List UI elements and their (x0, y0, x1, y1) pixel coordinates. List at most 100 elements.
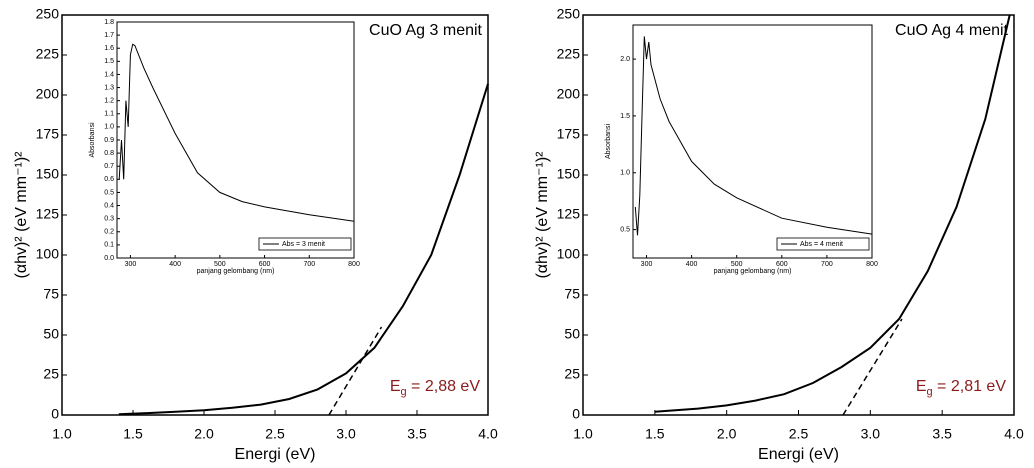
x-tick-label: 3.5 (932, 426, 952, 442)
x-tick-label: 600 (259, 261, 271, 268)
inset-area (632, 24, 873, 259)
inset-area (116, 21, 355, 259)
y-axis-label: (αhv)² (eV mm⁻¹)² (534, 151, 551, 279)
y-tick-label: 0.3 (104, 216, 114, 223)
tangent-line (328, 326, 383, 416)
y-tick-label: 225 (557, 46, 581, 62)
y-tick-label: 1.5 (620, 113, 630, 120)
x-tick-label: 700 (821, 261, 833, 268)
x-axis-label: panjang gelombang (nm) (714, 268, 792, 275)
x-tick-label: 2.0 (717, 426, 737, 442)
x-tick-label: 3.5 (407, 426, 427, 442)
y-tick-label: 50 (564, 326, 580, 342)
x-tick-label: 300 (125, 261, 137, 268)
y-axis-label: Absorbansi (89, 122, 96, 157)
x-tick-label: 700 (303, 261, 315, 268)
sample-label: CuO Ag 4 menit (895, 22, 1009, 39)
x-tick-label: 600 (776, 261, 788, 268)
y-tick-label: 1.0 (104, 124, 114, 131)
y-tick-label: 1.7 (104, 32, 114, 39)
y-tick-label: 0.5 (620, 226, 630, 233)
y-tick-label: 1.3 (104, 84, 114, 91)
x-tick-label: 800 (866, 261, 878, 268)
legend-label: Abs = 3 menit (282, 241, 325, 248)
y-tick-label: 100 (557, 246, 581, 262)
band-gap-part: g (926, 386, 932, 398)
y-tick-label: 250 (36, 6, 60, 22)
x-tick-label: 400 (169, 261, 181, 268)
y-tick-label: 225 (36, 46, 60, 62)
y-tick-label: 25 (43, 366, 59, 382)
y-tick-label: 0.2 (104, 229, 114, 236)
legend-label: Abs = 4 menit (800, 241, 843, 248)
band-gap-label: Eg = 2,81 eV (916, 378, 1007, 398)
y-tick-label: 1.8 (104, 19, 114, 26)
y-tick-label: 100 (36, 246, 60, 262)
x-tick-label: 4.0 (1004, 426, 1024, 442)
x-tick-label: 1.0 (573, 426, 593, 442)
y-tick-label: 125 (557, 206, 581, 222)
y-axis-label: Absorbansi (605, 124, 612, 159)
y-tick-label: 1.0 (620, 170, 630, 177)
x-tick-label: 2.5 (265, 426, 285, 442)
y-tick-label: 0.5 (104, 189, 114, 196)
x-tick-label: 1.5 (645, 426, 665, 442)
y-tick-label: 0.4 (104, 202, 114, 209)
y-tick-label: 125 (36, 206, 60, 222)
y-tick-label: 0 (572, 406, 580, 422)
data-line (118, 43, 355, 222)
y-tick-label: 1.5 (104, 58, 114, 65)
x-axis-label: panjang gelombang (nm) (197, 268, 275, 275)
x-tick-label: 2.0 (194, 426, 214, 442)
y-tick-label: 0.1 (104, 242, 114, 249)
y-tick-label: 0.6 (104, 176, 114, 183)
y-tick-label: 250 (557, 6, 581, 22)
legend-box (258, 237, 352, 251)
data-line (634, 36, 873, 236)
y-tick-label: 1.2 (104, 98, 114, 105)
y-tick-label: 0 (51, 406, 59, 422)
sample-label: CuO Ag 3 menit (369, 22, 483, 39)
x-tick-label: 800 (348, 261, 360, 268)
y-tick-label: 150 (557, 166, 581, 182)
x-tick-label: 3.0 (861, 426, 881, 442)
x-tick-label: 500 (214, 261, 226, 268)
x-tick-label: 4.0 (478, 426, 498, 442)
y-tick-label: 1.1 (104, 111, 114, 118)
y-tick-label: 75 (564, 286, 580, 302)
y-tick-label: 0.9 (104, 137, 114, 144)
x-tick-label: 2.5 (789, 426, 809, 442)
band-gap-part: E (390, 378, 401, 395)
y-axis-label: (αhv)² (eV mm⁻¹)² (13, 151, 30, 279)
y-tick-label: 25 (564, 366, 580, 382)
y-tick-label: 175 (557, 126, 581, 142)
band-gap-part: E (916, 378, 927, 395)
y-tick-label: 75 (43, 286, 59, 302)
y-tick-label: 1.6 (104, 45, 114, 52)
x-tick-label: 1.0 (52, 426, 72, 442)
band-gap-part: = 2,81 eV (933, 378, 1007, 395)
y-tick-label: 1.4 (104, 71, 114, 78)
legend-box (776, 237, 870, 251)
y-tick-label: 0.7 (104, 163, 114, 170)
y-tick-label: 200 (557, 86, 581, 102)
x-tick-label: 300 (641, 261, 653, 268)
x-tick-label: 400 (686, 261, 698, 268)
x-tick-label: 500 (731, 261, 743, 268)
band-gap-label: Eg = 2,88 eV (390, 378, 481, 398)
data-line (654, 14, 1011, 413)
y-tick-label: 50 (43, 326, 59, 342)
y-tick-label: 200 (36, 86, 60, 102)
band-gap-part: g (400, 386, 406, 398)
tangent-line (842, 318, 903, 416)
x-axis-label: Energi (eV) (758, 446, 839, 463)
y-tick-label: 150 (36, 166, 60, 182)
x-axis-label: Energi (eV) (235, 446, 316, 463)
x-tick-label: 3.0 (336, 426, 356, 442)
data-line (118, 83, 489, 416)
band-gap-part: = 2,88 eV (407, 378, 481, 395)
y-tick-label: 175 (36, 126, 60, 142)
y-tick-label: 0.0 (104, 255, 114, 262)
